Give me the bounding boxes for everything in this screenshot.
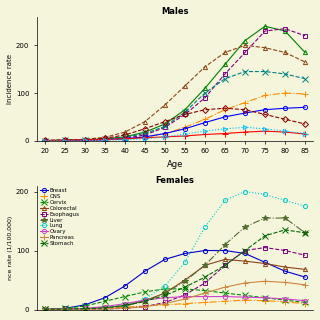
Y-axis label: Incidence rate: Incidence rate — [7, 54, 13, 104]
Title: Females: Females — [156, 176, 194, 185]
Title: Males: Males — [161, 7, 189, 16]
X-axis label: Age: Age — [167, 160, 183, 169]
Y-axis label: nce rate (1/100,000): nce rate (1/100,000) — [8, 215, 13, 280]
Legend: Breast, CNS, Cervix, Colorectal, Esophagus, Liver, Lung, Ovary, Pancreas, Stomac: Breast, CNS, Cervix, Colorectal, Esophag… — [40, 188, 80, 246]
